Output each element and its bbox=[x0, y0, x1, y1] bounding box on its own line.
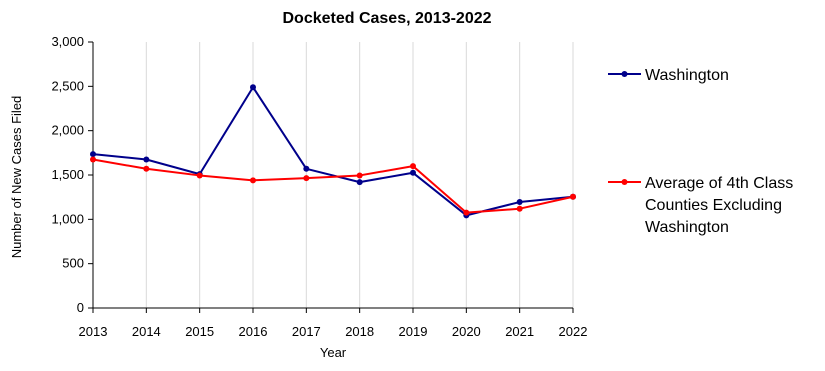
series-line-1 bbox=[92, 158, 574, 214]
data-point-1-2015 bbox=[196, 172, 203, 179]
x-tick-label: 2016 bbox=[239, 324, 268, 339]
axes: 0 500 1,000 1,500 2,000 2,500 3,000 2013 2014 201… bbox=[51, 34, 587, 339]
legend: Washington Average of 4th Class Counties E… bbox=[608, 67, 793, 236]
x-axis-label: Year bbox=[320, 345, 347, 360]
y-tick-label: 2,000 bbox=[51, 123, 84, 138]
data-point-1-2022 bbox=[570, 193, 576, 200]
data-point-1-2020 bbox=[463, 209, 470, 216]
series-line-0 bbox=[92, 86, 574, 217]
data-point-0-2014 bbox=[143, 156, 150, 163]
legend-label-1: Washington bbox=[645, 219, 729, 236]
y-tick-label: 3,000 bbox=[51, 34, 84, 49]
data-point-0-2019 bbox=[410, 169, 416, 176]
legend-label-1: Counties Excluding bbox=[645, 197, 782, 214]
data-point-1-2014 bbox=[143, 165, 150, 172]
y-tick-label: 1,500 bbox=[51, 167, 84, 182]
data-point-1-2017 bbox=[303, 175, 310, 182]
x-tick-label: 2019 bbox=[399, 324, 428, 339]
data-point-1-2021 bbox=[516, 205, 523, 212]
data-point-0-2013 bbox=[90, 151, 96, 158]
data-point-0-2018 bbox=[356, 179, 363, 186]
data-point-0-2017 bbox=[303, 165, 310, 172]
series bbox=[90, 84, 576, 219]
x-tick-label: 2021 bbox=[505, 324, 534, 339]
data-point-1-2019 bbox=[410, 163, 416, 170]
data-point-0-2021 bbox=[516, 199, 523, 206]
x-tick-label: 2013 bbox=[79, 324, 108, 339]
y-tick-label: 1,000 bbox=[51, 211, 84, 226]
chart-title: Docketed Cases, 2013-2022 bbox=[282, 10, 491, 27]
data-point-1-2016 bbox=[250, 177, 256, 184]
x-tick-label: 2014 bbox=[132, 324, 161, 339]
x-tick-label: 2015 bbox=[185, 324, 214, 339]
x-tick-label: 2020 bbox=[452, 324, 481, 339]
y-tick-label: 2,500 bbox=[51, 78, 84, 93]
x-tick-label: 2017 bbox=[292, 324, 321, 339]
legend-label-0: Washington bbox=[645, 67, 729, 84]
y-tick-label: 500 bbox=[62, 256, 84, 271]
x-tick-label: 2022 bbox=[559, 324, 588, 339]
data-point-1-2018 bbox=[356, 172, 363, 179]
y-tick-label: 0 bbox=[77, 300, 84, 315]
data-point-0-2016 bbox=[250, 84, 256, 91]
data-point-1-2013 bbox=[90, 156, 96, 163]
x-tick-label: 2018 bbox=[345, 324, 374, 339]
legend-swatch-marker-1 bbox=[621, 179, 628, 185]
legend-label-1: Average of 4th Class bbox=[645, 175, 793, 192]
legend-swatch-marker-0 bbox=[621, 71, 628, 77]
y-axis-label: Number of New Cases Filed bbox=[9, 96, 24, 259]
